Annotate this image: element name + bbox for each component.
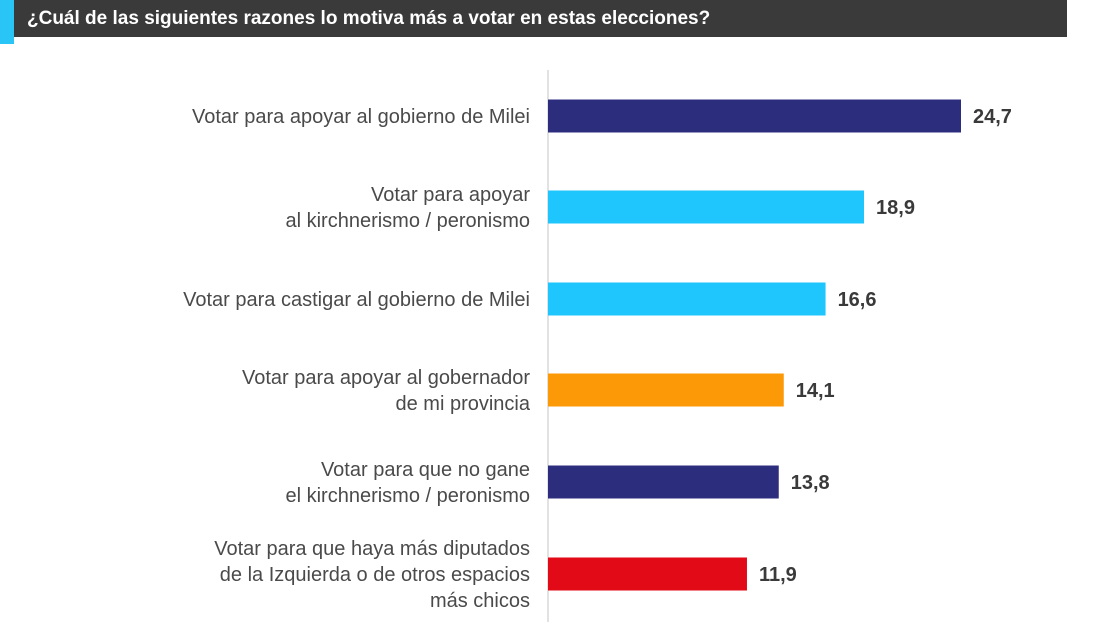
category-label-line: Votar para que no gane (321, 459, 530, 481)
value-label-3: 16,6 (838, 289, 877, 311)
category-label-line: más chicos (430, 590, 530, 612)
category-label-line: de mi provincia (395, 393, 530, 415)
value-label-6: 11,9 (759, 564, 797, 586)
category-label-3: Votar para castigar al gobierno de Milei (183, 289, 530, 311)
category-label-5: Votar para que no gane el kirchnerismo / … (285, 459, 530, 507)
bar-4 (548, 373, 784, 407)
value-label-1: 24,7 (973, 106, 1012, 128)
category-label-line: de la Izquierda o de otros espacios (220, 564, 530, 586)
category-label-line: Votar para apoyar al gobernador (242, 367, 530, 389)
category-label-2: Votar para apoyar al kirchnerismo / peron… (285, 184, 530, 232)
value-label-4: 14,1 (796, 380, 835, 402)
category-label-line: Votar para que haya más diputados (214, 538, 530, 560)
category-label-line: al kirchnerismo / peronismo (285, 210, 530, 232)
category-label-line: el kirchnerismo / peronismo (285, 485, 530, 507)
title-bar (0, 0, 1067, 37)
title-accent-strip (0, 0, 14, 44)
value-label-2: 18,9 (876, 197, 915, 219)
bar-3 (548, 282, 826, 316)
category-label-line: Votar para apoyar (371, 184, 530, 206)
value-label-5: 13,8 (791, 472, 830, 494)
category-label-1: Votar para apoyar al gobierno de Milei (192, 106, 530, 128)
category-label-6: Votar para que haya más diputados de la I… (214, 538, 530, 612)
category-label-line: Votar para apoyar al gobierno de Milei (192, 106, 530, 128)
category-label-line: Votar para castigar al gobierno de Milei (183, 289, 530, 311)
category-label-4: Votar para apoyar al gobernador de mi pro… (242, 367, 531, 415)
bar-2 (548, 190, 865, 224)
bar-1 (548, 99, 961, 133)
chart-title: ¿Cuál de las siguientes razones lo motiv… (27, 8, 711, 29)
bar-6 (548, 557, 747, 591)
bar-5 (548, 465, 779, 499)
